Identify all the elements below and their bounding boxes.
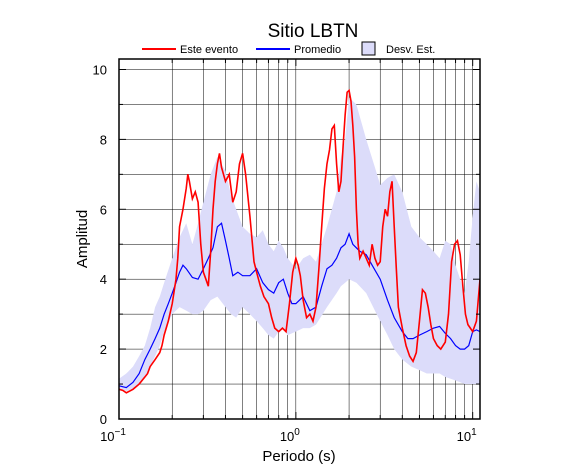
chart-title: Sitio LBTN <box>268 21 359 42</box>
y-tick-label: 0 <box>100 412 107 427</box>
ticks: 0 2 4 6 8 10 10−1 100 101 <box>93 59 480 444</box>
y-axis-label: Amplitud <box>74 210 91 268</box>
y-tick-label: 2 <box>100 342 107 357</box>
legend-label-band: Desv. Est. <box>386 44 435 56</box>
legend-swatch-band <box>361 41 376 56</box>
x-tick-label: 101 <box>457 427 477 444</box>
x-axis-label: Periodo (s) <box>262 448 335 465</box>
y-tick-label: 4 <box>100 272 107 287</box>
x-tick-label: 10−1 <box>100 427 126 444</box>
plot-frame <box>118 58 481 420</box>
x-tick-label: 100 <box>280 427 300 444</box>
std-dev-band <box>119 97 480 392</box>
legend: Este evento Promedio Desv. Est. <box>142 41 435 56</box>
legend-label-event: Este evento <box>180 44 238 56</box>
y-tick-label: 6 <box>100 202 107 217</box>
y-tick-label: 10 <box>93 62 107 77</box>
plot-area <box>119 88 480 394</box>
y-tick-label: 8 <box>100 132 107 147</box>
series-line-event <box>119 88 480 394</box>
legend-label-average: Promedio <box>294 44 341 56</box>
